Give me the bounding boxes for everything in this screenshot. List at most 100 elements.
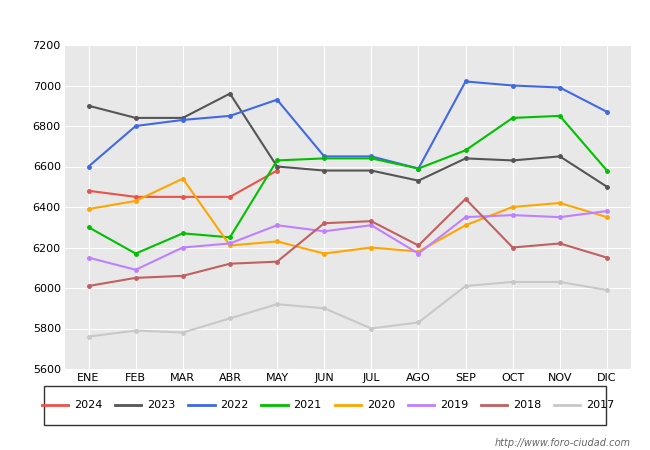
FancyBboxPatch shape: [44, 386, 606, 425]
2019: [132, 267, 140, 272]
2018: [367, 218, 375, 224]
2018: [415, 243, 422, 248]
2018: [132, 275, 140, 281]
2022: [226, 113, 234, 118]
2024: [132, 194, 140, 200]
2022: [415, 166, 422, 171]
2022: [320, 154, 328, 159]
2019: [509, 212, 517, 218]
2022: [556, 85, 564, 90]
Text: 2021: 2021: [294, 400, 322, 410]
2023: [273, 164, 281, 169]
2023: [462, 156, 469, 161]
Text: 2018: 2018: [513, 400, 541, 410]
2017: [84, 334, 92, 339]
2022: [84, 164, 92, 169]
2017: [462, 283, 469, 288]
2023: [226, 91, 234, 96]
2020: [509, 204, 517, 210]
2023: [415, 178, 422, 183]
2023: [367, 168, 375, 173]
2019: [179, 245, 187, 250]
2017: [367, 326, 375, 331]
2022: [603, 109, 611, 114]
2024: [226, 194, 234, 200]
2017: [509, 279, 517, 284]
2024: [273, 168, 281, 173]
2023: [320, 168, 328, 173]
2017: [603, 287, 611, 292]
2019: [415, 251, 422, 256]
Line: 2017: 2017: [87, 280, 608, 338]
2019: [273, 222, 281, 228]
2020: [132, 198, 140, 203]
2022: [462, 79, 469, 84]
2017: [556, 279, 564, 284]
2019: [84, 255, 92, 260]
2023: [509, 158, 517, 163]
2021: [179, 230, 187, 236]
Text: 2017: 2017: [586, 400, 614, 410]
2017: [226, 316, 234, 321]
Text: 2022: 2022: [220, 400, 249, 410]
2021: [509, 115, 517, 121]
Text: 2023: 2023: [148, 400, 176, 410]
2020: [603, 215, 611, 220]
2020: [273, 238, 281, 244]
Line: 2019: 2019: [87, 209, 608, 271]
2018: [273, 259, 281, 264]
2021: [226, 235, 234, 240]
2020: [226, 243, 234, 248]
Line: 2018: 2018: [87, 197, 608, 288]
2022: [132, 123, 140, 129]
Text: Afiliados en Cuarte de Huerva a 31/5/2024: Afiliados en Cuarte de Huerva a 31/5/202…: [153, 13, 497, 28]
2019: [367, 222, 375, 228]
2020: [367, 245, 375, 250]
2022: [367, 154, 375, 159]
2024: [179, 194, 187, 200]
Line: 2021: 2021: [87, 114, 608, 255]
2018: [603, 255, 611, 260]
2023: [84, 103, 92, 108]
Line: 2020: 2020: [87, 177, 608, 255]
2020: [462, 222, 469, 228]
Text: 2024: 2024: [74, 400, 103, 410]
2021: [84, 225, 92, 230]
2019: [603, 208, 611, 214]
2022: [179, 117, 187, 122]
2019: [320, 229, 328, 234]
2020: [415, 249, 422, 254]
2020: [556, 200, 564, 206]
2019: [462, 215, 469, 220]
2019: [226, 241, 234, 246]
2020: [179, 176, 187, 181]
2023: [179, 115, 187, 121]
2017: [273, 302, 281, 307]
2017: [415, 320, 422, 325]
2020: [320, 251, 328, 256]
2022: [509, 83, 517, 88]
Text: 2019: 2019: [440, 400, 468, 410]
2018: [509, 245, 517, 250]
2017: [132, 328, 140, 333]
2023: [556, 154, 564, 159]
2024: [84, 188, 92, 194]
2018: [179, 273, 187, 279]
2021: [603, 168, 611, 173]
2023: [132, 115, 140, 121]
Line: 2022: 2022: [87, 80, 608, 170]
Text: 2020: 2020: [367, 400, 395, 410]
2021: [415, 166, 422, 171]
2021: [556, 113, 564, 118]
2023: [603, 184, 611, 189]
2018: [556, 241, 564, 246]
Line: 2024: 2024: [87, 169, 279, 198]
2017: [320, 306, 328, 311]
2021: [273, 158, 281, 163]
2018: [226, 261, 234, 266]
2021: [132, 251, 140, 256]
2020: [84, 206, 92, 211]
2021: [320, 156, 328, 161]
2022: [273, 97, 281, 102]
Text: http://www.foro-ciudad.com: http://www.foro-ciudad.com: [495, 438, 630, 448]
